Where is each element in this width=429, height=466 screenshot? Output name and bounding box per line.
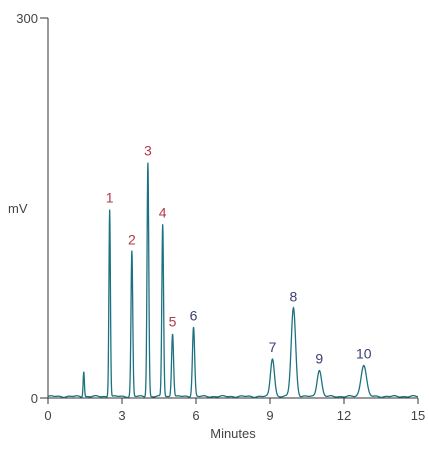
x-axis-label: Minutes bbox=[210, 426, 256, 441]
peak-label: 7 bbox=[269, 339, 277, 355]
peak-labels: 1 2 3 4 5 6 7 8 9 10 bbox=[106, 143, 372, 367]
peak-label: 4 bbox=[159, 205, 167, 221]
peak-label: 8 bbox=[290, 288, 298, 304]
peak-label: 5 bbox=[169, 314, 177, 330]
peak-label: 9 bbox=[315, 350, 323, 366]
x-tick-label: 15 bbox=[411, 408, 425, 423]
x-tick-label: 6 bbox=[192, 408, 199, 423]
peak-label: 2 bbox=[128, 231, 136, 247]
y-axis-label: mV bbox=[8, 201, 28, 216]
x-tick-label: 12 bbox=[337, 408, 351, 423]
peak-label: 3 bbox=[144, 143, 152, 159]
peak-label: 1 bbox=[106, 190, 114, 206]
peak-label: 6 bbox=[190, 307, 198, 323]
x-tick-label: 0 bbox=[44, 408, 51, 423]
y-tick-label: 0 bbox=[31, 391, 38, 406]
x-tick-label: 3 bbox=[118, 408, 125, 423]
x-ticks: 0 3 6 9 12 15 bbox=[44, 398, 425, 423]
y-ticks: 0 300 bbox=[16, 11, 48, 406]
peak-label: 10 bbox=[356, 345, 372, 361]
axes bbox=[47, 18, 418, 399]
x-tick-label: 9 bbox=[266, 408, 273, 423]
y-tick-label: 300 bbox=[16, 11, 38, 26]
chromatogram-trace bbox=[47, 162, 419, 399]
